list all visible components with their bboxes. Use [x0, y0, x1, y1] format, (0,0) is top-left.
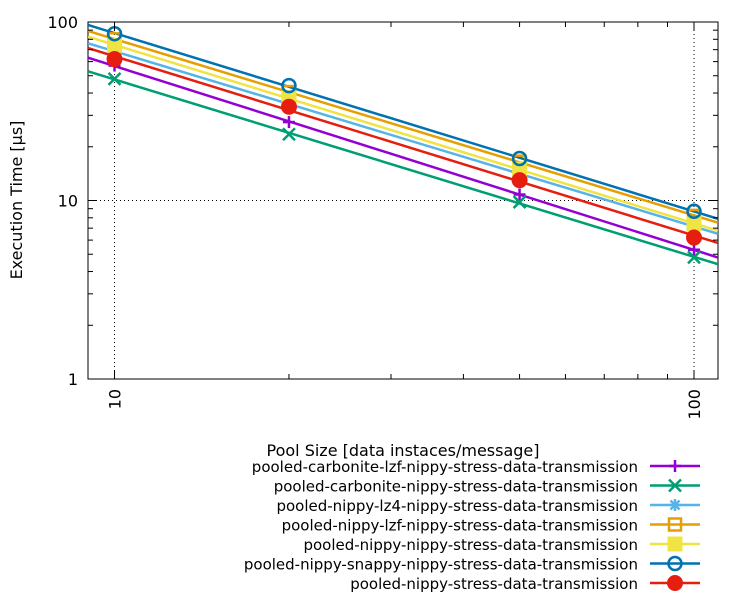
- legend-label: pooled-nippy-snappy-nippy-stress-data-tr…: [244, 556, 638, 574]
- series-line-7: [88, 46, 718, 245]
- y-axis-label: Execution Time [µs]: [7, 121, 26, 280]
- legend-marker: [668, 478, 682, 493]
- series-line-3: [88, 42, 718, 235]
- legend-label: pooled-nippy-lzf-nippy-stress-data-trans…: [282, 517, 638, 535]
- data-point-6-4: [686, 203, 702, 220]
- legend-marker: [667, 575, 683, 591]
- data-point-7-2: [280, 98, 297, 115]
- legend-label: pooled-nippy-stress-data-transmission: [350, 575, 638, 593]
- data-point-1-4: [688, 243, 701, 256]
- legend-entry: pooled-nippy-nippy-stress-data-transmiss…: [303, 536, 700, 554]
- legend-label: pooled-carbonite-nippy-stress-data-trans…: [274, 478, 638, 496]
- legend-marker: [667, 555, 683, 572]
- data-point-2-1: [107, 72, 122, 86]
- series-line-6: [88, 23, 718, 221]
- legend-label: pooled-nippy-lz4-nippy-stress-data-trans…: [276, 497, 638, 515]
- legend: pooled-carbonite-lzf-nippy-stress-data-t…: [244, 458, 700, 593]
- x-tick-label: 10: [106, 389, 125, 409]
- x-axis-label: Pool Size [data instaces/message]: [267, 441, 540, 460]
- legend-marker: [667, 536, 683, 552]
- x-tick-label: 100: [685, 389, 704, 420]
- data-point-2-4: [687, 250, 701, 265]
- legend-marker: [669, 499, 681, 511]
- series-line-1: [88, 56, 718, 259]
- legend-label: pooled-nippy-nippy-stress-data-transmiss…: [303, 536, 638, 554]
- series-line-2: [88, 70, 718, 266]
- legend-entry: pooled-carbonite-nippy-stress-data-trans…: [274, 478, 700, 496]
- y-tick-label: 10: [58, 192, 78, 211]
- data-point-7-4: [686, 229, 703, 246]
- legend-entry: pooled-nippy-lzf-nippy-stress-data-trans…: [282, 517, 700, 535]
- legend-entry: pooled-nippy-lz4-nippy-stress-data-trans…: [276, 497, 700, 515]
- data-point-2-2: [282, 127, 296, 142]
- data-point-2-3: [512, 195, 527, 209]
- data-point-6-2: [281, 77, 297, 94]
- legend-marker: [669, 460, 681, 472]
- y-tick-label: 1: [68, 370, 78, 389]
- legend-entry: pooled-nippy-snappy-nippy-stress-data-tr…: [244, 556, 700, 574]
- data-point-1-2: [282, 116, 295, 129]
- legend-marker: [667, 517, 683, 532]
- legend-label: pooled-carbonite-lzf-nippy-stress-data-t…: [252, 458, 638, 476]
- data-point-6-3: [511, 150, 528, 167]
- data-point-1-3: [513, 188, 526, 201]
- data-point-7-3: [511, 172, 528, 189]
- legend-entry: pooled-nippy-stress-data-transmission: [350, 575, 700, 593]
- series-line-5: [88, 35, 718, 232]
- legend-entry: pooled-carbonite-lzf-nippy-stress-data-t…: [252, 458, 700, 476]
- y-tick-label: 100: [47, 13, 78, 32]
- series-line-4: [88, 29, 718, 224]
- data-point-7-1: [106, 51, 123, 68]
